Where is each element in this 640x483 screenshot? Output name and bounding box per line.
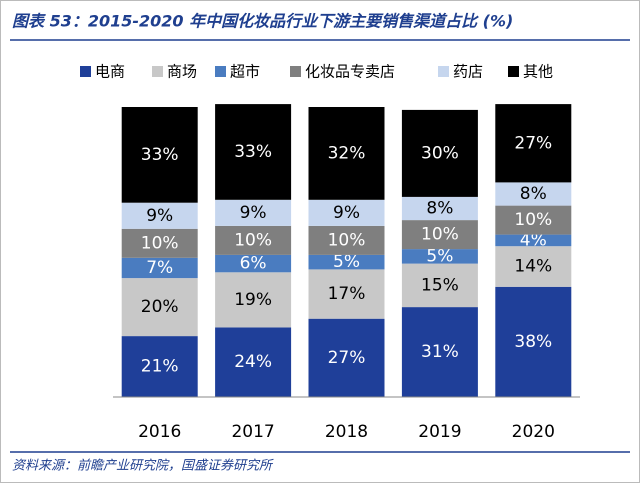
value-label: 10%	[421, 225, 459, 245]
value-label: 4%	[520, 230, 547, 250]
x-tick-label: 2020	[512, 422, 555, 442]
value-label: 33%	[234, 142, 272, 162]
value-label: 32%	[328, 143, 366, 163]
bar-segment	[308, 269, 385, 319]
value-label: 31%	[421, 342, 459, 362]
value-label: 8%	[520, 184, 547, 204]
legend-label: 其他	[523, 63, 553, 81]
bar-segment	[495, 246, 572, 287]
bar-segment	[308, 225, 385, 255]
value-label: 8%	[426, 199, 453, 219]
bar-segment	[121, 278, 198, 337]
bar-segment	[121, 257, 198, 279]
bar-segment	[401, 109, 478, 197]
value-label: 30%	[421, 143, 459, 163]
value-label: 38%	[514, 332, 552, 352]
bar-segment	[495, 182, 572, 206]
value-label: 6%	[240, 254, 267, 274]
bar-segment	[401, 220, 478, 250]
legend-label: 电商	[95, 63, 125, 81]
bar-segment	[401, 196, 478, 221]
bar-segment	[308, 318, 385, 397]
legend-swatch	[290, 66, 301, 77]
bar-segment	[215, 225, 292, 255]
legend-swatch	[508, 66, 519, 77]
value-label: 24%	[234, 352, 272, 372]
bar-segment	[401, 307, 478, 397]
value-label: 15%	[421, 275, 459, 295]
value-label: 10%	[514, 210, 552, 230]
value-label: 10%	[141, 233, 179, 253]
legend-swatch	[215, 66, 226, 77]
value-label: 9%	[240, 203, 267, 223]
bar-segment	[215, 272, 292, 328]
bar-segment	[215, 254, 292, 273]
x-tick-label: 2017	[231, 422, 274, 442]
bar-segment	[308, 254, 385, 270]
legend-label: 超市	[230, 63, 260, 81]
value-label: 20%	[141, 297, 179, 317]
value-label: 14%	[514, 257, 552, 277]
bar-segment	[121, 107, 198, 203]
value-label: 9%	[146, 206, 173, 226]
bar-segment	[495, 205, 572, 235]
value-label: 10%	[328, 230, 366, 250]
bar-segment	[495, 286, 572, 397]
value-label: 27%	[514, 133, 552, 153]
value-label: 5%	[426, 246, 453, 266]
bar-segment	[308, 107, 385, 200]
source: 资料来源：前瞻产业研究院，国盛证券研究所	[12, 458, 274, 474]
value-label: 10%	[234, 230, 272, 250]
value-label: 7%	[146, 258, 173, 278]
value-label: 19%	[234, 290, 272, 310]
value-label: 5%	[333, 252, 360, 272]
value-label: 33%	[141, 145, 179, 165]
value-label: 17%	[328, 284, 366, 304]
bar-segment	[401, 249, 478, 264]
x-tick-label: 2019	[418, 422, 461, 442]
value-label: 27%	[328, 348, 366, 368]
bar-segment	[215, 104, 292, 200]
bar-segment	[308, 199, 385, 226]
x-tick-label: 2016	[138, 422, 181, 442]
bar-segment	[401, 263, 478, 308]
value-label: 21%	[141, 357, 179, 377]
bar-segment	[121, 202, 198, 229]
legend-label: 商场	[167, 63, 197, 81]
bar-segment	[121, 228, 198, 258]
value-label: 9%	[333, 203, 360, 223]
legend-swatch	[80, 66, 91, 77]
bar-segment	[215, 199, 292, 226]
legend-label: 药店	[453, 63, 483, 81]
bar-segment	[121, 336, 198, 397]
bar-segment	[495, 234, 572, 247]
chart-title: 图表 53：2015-2020 年中国化妆品行业下游主要销售渠道占比 (%)	[12, 12, 513, 31]
bar-segment	[495, 104, 572, 183]
legend-label: 化妆品专卖店	[305, 63, 395, 81]
legend-swatch	[152, 66, 163, 77]
legend-swatch	[438, 66, 449, 77]
x-tick-label: 2018	[325, 422, 368, 442]
bar-segment	[215, 327, 292, 397]
